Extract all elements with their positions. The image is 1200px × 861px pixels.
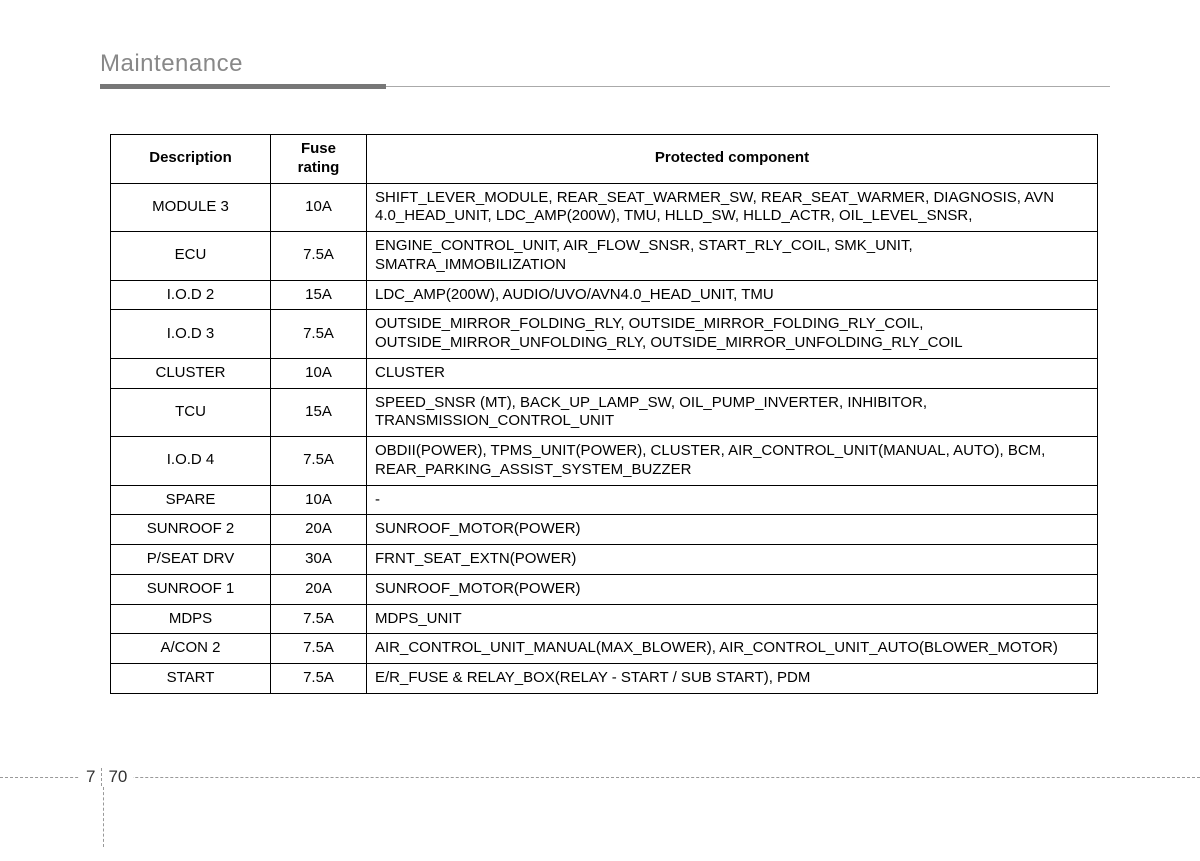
cell-description: MDPS: [111, 604, 271, 634]
cell-fuse-rating: 7.5A: [271, 664, 367, 694]
table-row: MODULE 3 10A SHIFT_LEVER_MODULE, REAR_SE…: [111, 183, 1098, 232]
cell-protected-component: SUNROOF_MOTOR(POWER): [367, 574, 1098, 604]
page-number-box: 7 70: [80, 767, 133, 787]
table-row: CLUSTER 10A CLUSTER: [111, 358, 1098, 388]
cell-protected-component: OUTSIDE_MIRROR_FOLDING_RLY, OUTSIDE_MIRR…: [367, 310, 1098, 359]
cell-fuse-rating: 7.5A: [271, 310, 367, 359]
cell-description: START: [111, 664, 271, 694]
cell-fuse-rating: 7.5A: [271, 634, 367, 664]
cell-protected-component: FRNT_SEAT_EXTN(POWER): [367, 545, 1098, 575]
header-fuse-rating: Fuse rating: [271, 135, 367, 184]
cell-description: I.O.D 4: [111, 437, 271, 486]
chapter-number: 7: [86, 767, 101, 787]
title-rule-thick: [100, 84, 386, 89]
cell-description: MODULE 3: [111, 183, 271, 232]
cell-fuse-rating: 20A: [271, 515, 367, 545]
table-row: SUNROOF 2 20A SUNROOF_MOTOR(POWER): [111, 515, 1098, 545]
table-header-row: Description Fuse rating Protected compon…: [111, 135, 1098, 184]
table-row: START 7.5A E/R_FUSE & RELAY_BOX(RELAY - …: [111, 664, 1098, 694]
page-footer: 7 70: [0, 777, 1200, 803]
cell-description: I.O.D 3: [111, 310, 271, 359]
table-row: TCU 15A SPEED_SNSR (MT), BACK_UP_LAMP_SW…: [111, 388, 1098, 437]
cell-description: ECU: [111, 232, 271, 281]
table-row: A/CON 2 7.5A AIR_CONTROL_UNIT_MANUAL(MAX…: [111, 634, 1098, 664]
table-row: I.O.D 3 7.5A OUTSIDE_MIRROR_FOLDING_RLY,…: [111, 310, 1098, 359]
cell-protected-component: OBDII(POWER), TPMS_UNIT(POWER), CLUSTER,…: [367, 437, 1098, 486]
cell-protected-component: AIR_CONTROL_UNIT_MANUAL(MAX_BLOWER), AIR…: [367, 634, 1098, 664]
cell-fuse-rating: 10A: [271, 358, 367, 388]
cell-protected-component: SUNROOF_MOTOR(POWER): [367, 515, 1098, 545]
table-row: ECU 7.5A ENGINE_CONTROL_UNIT, AIR_FLOW_S…: [111, 232, 1098, 281]
cell-protected-component: E/R_FUSE & RELAY_BOX(RELAY - START / SUB…: [367, 664, 1098, 694]
cell-protected-component: ENGINE_CONTROL_UNIT, AIR_FLOW_SNSR, STAR…: [367, 232, 1098, 281]
table-row: P/SEAT DRV 30A FRNT_SEAT_EXTN(POWER): [111, 545, 1098, 575]
header-description: Description: [111, 135, 271, 184]
fuse-table: Description Fuse rating Protected compon…: [110, 134, 1098, 694]
cell-description: TCU: [111, 388, 271, 437]
cell-description: CLUSTER: [111, 358, 271, 388]
table-row: I.O.D 4 7.5A OBDII(POWER), TPMS_UNIT(POW…: [111, 437, 1098, 486]
cell-fuse-rating: 10A: [271, 183, 367, 232]
section-title: Maintenance: [100, 50, 1110, 78]
footer-vertical-dash: [103, 787, 104, 847]
cell-fuse-rating: 7.5A: [271, 604, 367, 634]
table-row: SUNROOF 1 20A SUNROOF_MOTOR(POWER): [111, 574, 1098, 604]
cell-fuse-rating: 20A: [271, 574, 367, 604]
cell-protected-component: SPEED_SNSR (MT), BACK_UP_LAMP_SW, OIL_PU…: [367, 388, 1098, 437]
cell-description: SPARE: [111, 485, 271, 515]
manual-page: Maintenance Description Fuse rating Prot…: [0, 0, 1200, 861]
cell-fuse-rating: 7.5A: [271, 437, 367, 486]
table-row: SPARE 10A -: [111, 485, 1098, 515]
header-protected-component: Protected component: [367, 135, 1098, 184]
title-rule: [100, 84, 1110, 90]
footer-dashed-line: [0, 777, 1200, 778]
cell-fuse-rating: 10A: [271, 485, 367, 515]
cell-protected-component: CLUSTER: [367, 358, 1098, 388]
cell-protected-component: -: [367, 485, 1098, 515]
table-body: MODULE 3 10A SHIFT_LEVER_MODULE, REAR_SE…: [111, 183, 1098, 693]
cell-fuse-rating: 7.5A: [271, 232, 367, 281]
cell-protected-component: MDPS_UNIT: [367, 604, 1098, 634]
cell-fuse-rating: 15A: [271, 280, 367, 310]
page-number: 70: [102, 767, 127, 787]
cell-fuse-rating: 15A: [271, 388, 367, 437]
cell-protected-component: LDC_AMP(200W), AUDIO/UVO/AVN4.0_HEAD_UNI…: [367, 280, 1098, 310]
cell-description: A/CON 2: [111, 634, 271, 664]
cell-description: SUNROOF 1: [111, 574, 271, 604]
cell-description: I.O.D 2: [111, 280, 271, 310]
cell-description: SUNROOF 2: [111, 515, 271, 545]
cell-description: P/SEAT DRV: [111, 545, 271, 575]
table-row: MDPS 7.5A MDPS_UNIT: [111, 604, 1098, 634]
table-row: I.O.D 2 15A LDC_AMP(200W), AUDIO/UVO/AVN…: [111, 280, 1098, 310]
cell-protected-component: SHIFT_LEVER_MODULE, REAR_SEAT_WARMER_SW,…: [367, 183, 1098, 232]
cell-fuse-rating: 30A: [271, 545, 367, 575]
